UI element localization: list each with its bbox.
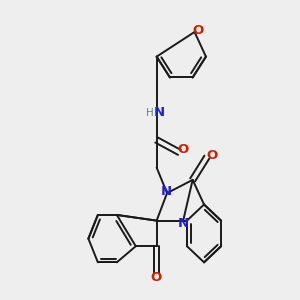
Text: N: N [160,185,172,198]
Text: N: N [178,217,189,230]
Text: O: O [178,143,189,156]
Text: N: N [154,106,165,119]
Text: O: O [206,149,217,162]
Text: O: O [150,271,161,284]
Text: H: H [146,108,154,118]
Text: O: O [193,24,204,37]
